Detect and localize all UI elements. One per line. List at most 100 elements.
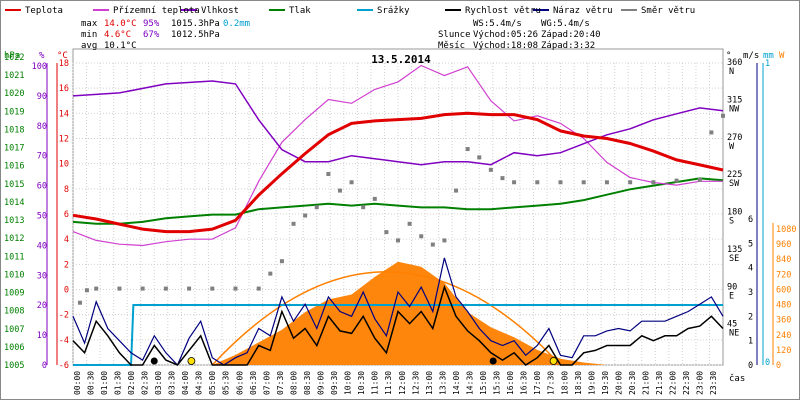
direction-point <box>500 176 505 181</box>
x-tick-label: 00:00 <box>73 371 82 395</box>
x-tick-label: 07:30 <box>276 371 285 395</box>
tick-label: S <box>729 217 734 227</box>
moonset-marker <box>150 357 158 365</box>
x-tick-label: 08:30 <box>303 371 312 395</box>
stat-max-label: max <box>81 19 98 29</box>
x-tick-label: 09:00 <box>317 371 326 395</box>
tick-label: 840 <box>776 255 791 265</box>
stat-max-press: 1015.3hPa <box>171 19 220 29</box>
direction-point <box>291 221 296 226</box>
direction-point <box>384 230 389 235</box>
stat-min-hum: 67% <box>143 30 160 40</box>
tick-label: 100 <box>32 62 47 72</box>
tick-label: 20 <box>37 301 47 311</box>
direction-point <box>303 213 308 218</box>
tick-label: 270 <box>727 133 742 143</box>
direction-point <box>465 147 470 152</box>
tick-label: 0 <box>776 361 781 371</box>
tick-label: N <box>729 67 734 77</box>
sunrise-marker <box>187 357 196 365</box>
tick-label: 1009 <box>4 289 24 299</box>
tick-label: -2 <box>59 311 69 321</box>
x-tick-label: 02:00 <box>127 371 136 395</box>
direction-point <box>268 271 273 276</box>
direction-point <box>430 242 435 247</box>
stat-avg-temp: 10.1°C <box>104 41 137 51</box>
x-tick-label: 12:00 <box>398 371 407 395</box>
tick-label: 90 <box>37 92 47 102</box>
tick-label: 1015 <box>4 180 24 190</box>
direction-point <box>396 238 400 243</box>
tick-label: 4 <box>748 264 753 274</box>
tick-label: E <box>729 291 734 301</box>
unit-solar: W <box>779 51 785 61</box>
stat-max-hum: 95% <box>143 19 160 29</box>
x-tick-label: 21:30 <box>655 371 664 395</box>
tick-label: 10 <box>37 331 47 341</box>
moonrise-marker <box>489 357 497 365</box>
x-tick-label: 11:30 <box>384 371 393 395</box>
tick-label: 14 <box>59 109 69 119</box>
legend-label: Teplota <box>25 6 63 16</box>
x-tick-label: 19:30 <box>601 371 610 395</box>
x-tick-label: 17:30 <box>547 371 556 395</box>
tick-label: 1012 <box>4 234 24 244</box>
direction-point <box>94 286 99 291</box>
tick-label: 180 <box>727 208 742 218</box>
unit-press: hPa <box>4 51 20 61</box>
tick-label: NE <box>729 329 739 339</box>
direction-point <box>697 177 702 182</box>
direction-point <box>488 167 493 172</box>
tick-label: 1007 <box>4 325 24 335</box>
moonset-time: Západ:3:32 <box>541 41 595 51</box>
chart-title: 13.5.2014 <box>371 53 431 66</box>
tick-label: 50 <box>37 212 47 222</box>
tick-label: -4 <box>59 336 69 346</box>
sunrise-time: Východ:05:26 <box>473 30 538 40</box>
direction-point <box>163 286 168 291</box>
series-humidity <box>72 80 724 166</box>
x-tick-label: 23:30 <box>709 371 718 395</box>
x-tick-label: 09:30 <box>330 371 339 395</box>
tick-label: 1022 <box>4 53 24 63</box>
tick-label: 1018 <box>4 125 24 135</box>
tick-label: 80 <box>37 122 47 132</box>
x-tick-label: 08:00 <box>289 371 298 395</box>
series-wind <box>72 284 724 366</box>
tick-label: SW <box>729 179 740 189</box>
direction-point <box>477 155 482 160</box>
tick-label: 6 <box>748 215 753 225</box>
x-tick-label: 03:30 <box>168 371 177 395</box>
x-tick-label: 04:30 <box>195 371 204 395</box>
x-tick-label: 21:00 <box>642 371 651 395</box>
tick-label: 120 <box>776 346 791 356</box>
legend-label: Tlak <box>289 6 311 16</box>
x-tick-label: 15:00 <box>479 371 488 395</box>
tick-label: 240 <box>776 331 791 341</box>
tick-label: 40 <box>37 241 47 251</box>
x-tick-label: 18:00 <box>560 371 569 395</box>
series-ground-temp <box>72 64 723 247</box>
stat-min-press: 1012.5hPa <box>171 30 220 40</box>
legend-label: Náraz větru <box>553 6 613 16</box>
sunset-marker <box>549 357 558 365</box>
direction-point <box>628 180 633 185</box>
tick-label: 0 <box>765 358 770 368</box>
tick-label: 1021 <box>4 71 24 81</box>
wind-speed-info: WS:5.4m/s <box>473 19 522 29</box>
direction-point <box>604 180 609 185</box>
direction-point <box>512 180 517 185</box>
tick-label: 315 <box>727 95 742 105</box>
x-tick-label: 14:00 <box>452 371 461 395</box>
tick-label: 30 <box>37 271 47 281</box>
sunset-time: Západ:20:40 <box>541 30 601 40</box>
legend-label: Přízemní teplota <box>113 6 200 16</box>
legend-label: Směr větru <box>641 6 695 16</box>
x-tick-label: 01:30 <box>113 371 122 395</box>
direction-point <box>535 180 540 185</box>
direction-point <box>372 196 377 201</box>
tick-label: NW <box>729 104 740 114</box>
tick-label: 45 <box>727 320 737 330</box>
tick-label: 70 <box>37 152 47 162</box>
